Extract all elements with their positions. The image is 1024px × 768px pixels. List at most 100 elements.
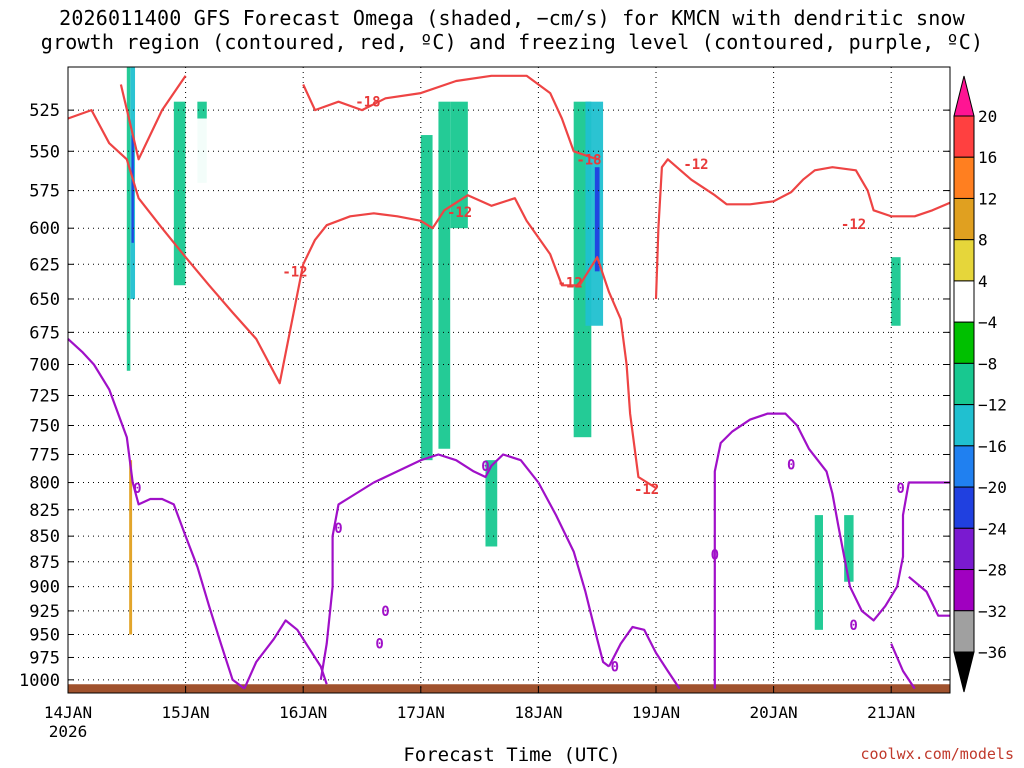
terrain-layer	[68, 684, 950, 693]
freezing-level-contour	[319, 453, 610, 680]
x-tick-label: 17JAN	[397, 703, 445, 722]
freezing-level-contour	[908, 575, 950, 617]
omega-cell	[632, 101, 686, 390]
y-tick-label: 675	[29, 323, 60, 343]
dendritic-contours-layer	[67, 74, 951, 490]
omega-cell	[131, 135, 134, 243]
y-tick-label: 800	[29, 474, 60, 494]
colorbar-segment	[953, 280, 975, 323]
x-tick-label: 20JAN	[750, 703, 798, 722]
colorbar: 20 16 12 8 4 −4 −8 −12 −16 −20 −24 −28 −32 −36	[953, 75, 1007, 693]
omega-cell	[585, 101, 604, 326]
x-tick-label: 18JAN	[514, 703, 562, 722]
colorbar-tick-label: −32	[978, 602, 1007, 621]
omega-cell	[144, 101, 151, 258]
y-tick-label: 725	[29, 387, 60, 407]
colorbar-tick-label: −36	[978, 643, 1007, 662]
colorbar-tick-label: −4	[978, 313, 997, 332]
omega-cell	[420, 135, 433, 461]
omega-cell	[594, 167, 600, 272]
contour-label: 0	[787, 458, 795, 474]
y-tick-label: 600	[29, 219, 60, 239]
colorbar-segment	[953, 569, 975, 612]
contour-label: 0	[334, 521, 342, 537]
contour-labels-layer: -18 -12 -12 -18 -12 -12 -12 -12 0 0 0 0 0 0 0 0 0 0	[133, 95, 905, 676]
x-tick-label: 16JAN	[279, 703, 327, 722]
x-tick-label: 15JAN	[162, 703, 210, 722]
omega-cell	[808, 135, 845, 339]
contour-label: -12	[558, 275, 583, 291]
contour-label: -12	[282, 264, 307, 280]
y-tick-label: 925	[29, 602, 60, 622]
omega-cell	[891, 257, 901, 326]
y-tick-label: 625	[29, 255, 60, 275]
colorbar-segment	[953, 610, 975, 653]
colorbar-segment	[953, 321, 975, 364]
colorbar-segment	[953, 156, 975, 199]
colorbar-tick-label: −24	[978, 519, 1007, 538]
omega-cell	[450, 101, 468, 229]
omega-cell	[138, 285, 146, 505]
y-tick-label: 775	[29, 445, 60, 465]
omega-cell	[129, 460, 133, 635]
contour-label: -12	[447, 205, 472, 221]
y-tick-label: 875	[29, 553, 60, 573]
y-axis: 525 550 575 600 625 650 675 700 725 750 775 800 825 8…	[19, 101, 950, 691]
omega-cell	[185, 118, 215, 635]
omega-cell	[78, 84, 83, 258]
omega-cell	[714, 351, 721, 414]
omega-cell	[173, 101, 186, 286]
colorbar-segment	[953, 445, 975, 488]
omega-cell	[844, 515, 854, 582]
contour-label: 0	[711, 548, 719, 564]
colorbar-segment	[953, 362, 975, 406]
colorbar-tick-label: −12	[978, 396, 1007, 415]
chart-title-line-1: 2026011400 GFS Forecast Omega (shaded, −…	[59, 6, 965, 30]
dendritic-contour	[302, 74, 598, 161]
omega-cell	[115, 67, 119, 286]
y-tick-label: 975	[29, 648, 60, 668]
x-axis: 14JAN 15JAN 16JAN 17JAN 18JAN 19JAN 20JAN 21JAN…	[44, 686, 915, 741]
y-tick-label: 550	[29, 142, 60, 162]
x-axis-label: Forecast Time (UTC)	[403, 744, 621, 766]
omega-cell	[314, 482, 325, 626]
y-tick-label: 850	[29, 527, 60, 547]
colorbar-tick-label: −20	[978, 478, 1007, 497]
colorbar-segment	[953, 527, 975, 571]
omega-cell	[244, 101, 263, 587]
colorbar-tick-label: 16	[978, 148, 997, 167]
omega-cell	[485, 460, 498, 547]
contour-label: -18	[576, 152, 601, 168]
y-tick-label: 650	[29, 290, 60, 310]
contour-label: 0	[381, 604, 389, 620]
freezing-level-contour	[890, 643, 916, 690]
grid-layer	[67, 67, 950, 693]
contour-label: -18	[355, 95, 380, 111]
y-tick-label: 525	[29, 101, 60, 121]
contour-label: -12	[634, 482, 659, 498]
colorbar-tick-label: −16	[978, 437, 1007, 456]
colorbar-top-triangle	[953, 75, 975, 117]
freezing-level-contour	[608, 625, 681, 690]
omega-cell	[285, 118, 301, 587]
contour-label: 0	[611, 659, 619, 675]
colorbar-tick-label: −8	[978, 354, 997, 373]
colorbar-segment	[953, 239, 975, 282]
colorbar-tick-label: −28	[978, 561, 1007, 580]
omega-cell	[397, 101, 415, 168]
y-tick-label: 950	[29, 625, 60, 645]
dendritic-contour	[67, 109, 657, 490]
freezing-level-contours-layer	[67, 338, 950, 690]
x-tick-label: 19JAN	[632, 703, 680, 722]
omega-cell	[914, 101, 927, 365]
freezing-level-contour	[243, 619, 328, 690]
omega-cell	[855, 525, 915, 635]
x-year-label: 2026	[49, 722, 88, 741]
freezing-level-contour	[67, 338, 246, 690]
chart-title-line-2: growth region (contoured, red, ºC) and f…	[40, 30, 984, 54]
omega-cell	[861, 228, 892, 339]
y-tick-label: 750	[29, 416, 60, 436]
x-tick-label: 14JAN	[44, 703, 92, 722]
